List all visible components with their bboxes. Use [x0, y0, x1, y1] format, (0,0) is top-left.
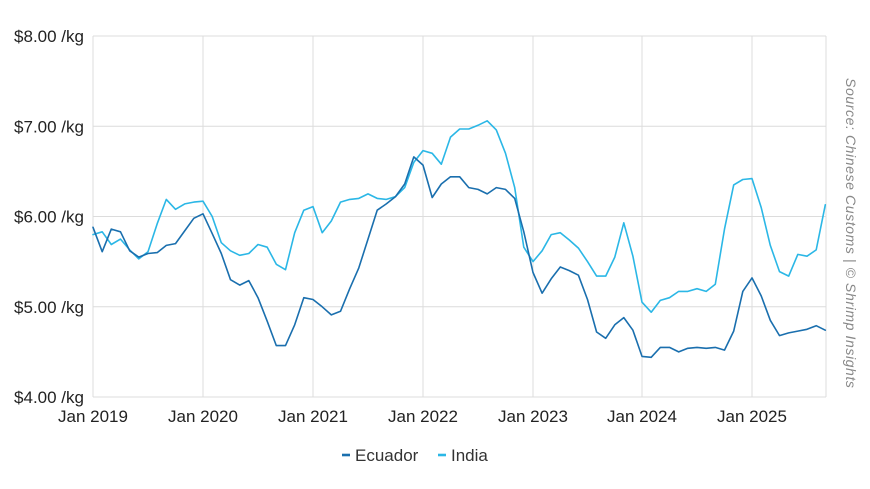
- x-tick-label: Jan 2020: [168, 407, 238, 426]
- y-tick-label: $4.00 /kg: [14, 388, 84, 407]
- x-tick-label: Jan 2023: [498, 407, 568, 426]
- y-tick-label: $5.00 /kg: [14, 298, 84, 317]
- legend-label-india: India: [451, 446, 488, 465]
- series-line-india: [92, 120, 827, 314]
- x-tick-label: Jan 2025: [717, 407, 787, 426]
- axis-labels: $8.00 /kg $7.00 /kg $6.00 /kg $5.00 /kg $4.0…: [14, 27, 787, 426]
- x-tick-label: Jan 2019: [58, 407, 128, 426]
- legend: Ecuador India: [342, 446, 488, 465]
- y-tick-label: $6.00 /kg: [14, 208, 84, 227]
- legend-label-ecuador: Ecuador: [355, 446, 419, 465]
- series-line-ecuador: [92, 156, 827, 359]
- y-tick-label: $8.00 /kg: [14, 27, 84, 46]
- source-annotation: Source: Chinese Customs | © Shrimp Insig…: [843, 78, 859, 389]
- x-tick-label: Jan 2021: [278, 407, 348, 426]
- series-lines: [92, 120, 827, 359]
- y-tick-label: $7.00 /kg: [14, 117, 84, 136]
- x-tick-label: Jan 2022: [388, 407, 458, 426]
- grid-lines: [92, 35, 827, 398]
- x-tick-label: Jan 2024: [607, 407, 677, 426]
